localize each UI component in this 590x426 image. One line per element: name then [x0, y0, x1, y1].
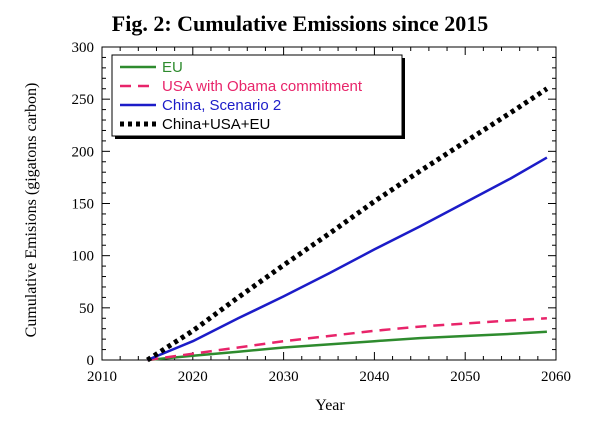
y-tick-label: 0: [87, 353, 95, 369]
legend-label: USA with Obama commitment: [162, 78, 363, 95]
x-tick-label: 2060: [541, 369, 571, 385]
plot-area: 2010 2020 2030 2040 2050 2060 0 50 100 150 200 250 3…: [72, 40, 572, 385]
x-tick-label: 2020: [178, 369, 208, 385]
legend-label: China+USA+EU: [162, 116, 270, 133]
series-line-3: [146, 156, 548, 362]
legend-box: [111, 54, 403, 137]
series-line-2: [147, 317, 547, 362]
series-line-4: [146, 86, 549, 363]
x-tick-label: 2030: [269, 369, 299, 385]
x-tick-label: 2010: [87, 369, 117, 385]
x-tick-label: 2050: [450, 369, 480, 385]
legend-label: EU: [162, 59, 183, 76]
y-tick-label: 50: [79, 301, 94, 317]
x-tick-label: 2040: [359, 369, 389, 385]
x-axis-label: Year: [315, 397, 345, 414]
y-tick-label: 100: [72, 249, 95, 265]
series-line-1: [147, 330, 547, 362]
legend-label: China, Scenario 2: [162, 97, 281, 114]
y-axis-label: Cumulative Emisions (gigatons carbon): [23, 83, 40, 338]
chart-title: Fig. 2: Cumulative Emissions since 2015: [112, 11, 488, 36]
y-tick-label: 150: [72, 197, 95, 213]
y-tick-label: 300: [72, 40, 95, 56]
y-tick-label: 200: [72, 144, 95, 160]
legend: EU USA with Obama commitment China, Scenar…: [111, 54, 405, 139]
y-tick-label: 250: [72, 92, 95, 108]
